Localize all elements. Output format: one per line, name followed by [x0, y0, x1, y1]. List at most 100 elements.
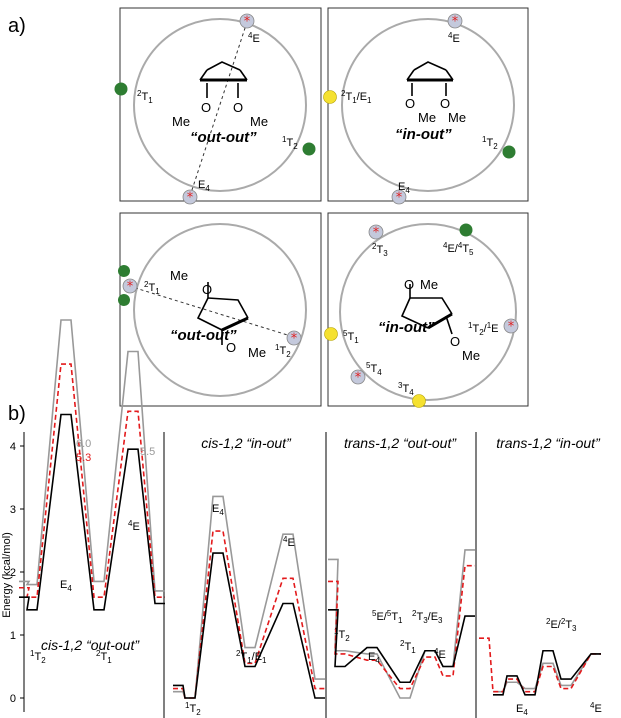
series-line-gray [173, 495, 325, 699]
energy-point-label: 4E [283, 535, 295, 549]
conformation-label: “out-out” [190, 129, 257, 146]
energy-point-label: 2T1​ [400, 639, 416, 655]
yellow-marker-icon [412, 394, 426, 408]
point-label: 1T2​/1E [468, 321, 499, 337]
green-marker-icon [302, 142, 316, 156]
pseudorotation-wheel-2: 4E 2T1​/E1​ 1T2​ E4​ O O Me Me “in-out” [323, 7, 529, 206]
methyl-label: Me [170, 268, 188, 283]
methyl-label: Me [420, 277, 438, 292]
energy-point-label: 2T1​ [96, 649, 112, 665]
methyl-label: Me [250, 114, 268, 129]
energy-point-label: 4E [128, 519, 140, 533]
panel-title: cis-1,2 “in-out” [201, 435, 292, 451]
methyl-label: Me [248, 345, 266, 360]
energy-point-label: E4​ [516, 703, 528, 717]
y-tick-label: 1 [10, 630, 16, 642]
star-marker-icon [182, 189, 198, 206]
star-marker-icon [503, 318, 519, 335]
cyclopentane-structure [400, 284, 453, 335]
oxygen-label: O [201, 100, 211, 115]
energy-annotation: 5.3 [76, 452, 91, 464]
energy-point-label: 2T3​/E3​ [412, 609, 443, 625]
energy-annotation: 6.0 [76, 438, 91, 450]
y-tick-label: 0 [10, 693, 16, 705]
panel-title: trans-1,2 “in-out” [496, 435, 601, 451]
series-line-black [328, 609, 475, 684]
yellow-marker-icon [324, 327, 338, 341]
energy-point-label: E4​ [368, 651, 380, 665]
energy-point-label: 1T2​ [334, 627, 350, 643]
energy-chart: 0 1 2 3 4 Energy (kcal/mol) cis-1,2 “out-out” 1… [1, 319, 602, 718]
point-label: 4E [248, 31, 260, 45]
oxygen-label: O [202, 282, 212, 297]
series-line-black [173, 552, 325, 699]
oxygen-label: O [440, 96, 450, 111]
cyclopentane-structure [199, 61, 248, 98]
energy-annotation: 5.5 [140, 446, 155, 458]
series-line-gray [493, 653, 601, 693]
series-line-red [328, 564, 475, 690]
green-marker-icon [459, 223, 473, 237]
green-marker-icon [118, 265, 130, 277]
oxygen-label: O [233, 100, 243, 115]
oxygen-label: O [226, 340, 236, 355]
part-a-label: a) [8, 15, 26, 37]
energy-point-label: 5E/5T1​ [372, 609, 403, 625]
point-label: 4E/4T5​ [443, 241, 474, 257]
conformation-label: “in-out” [378, 319, 435, 336]
cyclopentane-structure [406, 61, 454, 96]
oxygen-label: O [450, 334, 460, 349]
energy-point-label: 1T2​ [185, 701, 201, 717]
star-marker-icon [447, 13, 463, 30]
series-line-black [493, 649, 601, 696]
point-label: E4​ [198, 179, 210, 193]
series-line-red [173, 530, 325, 699]
series-line-black [19, 413, 165, 611]
point-label: E4​ [398, 181, 410, 195]
yellow-marker-icon [323, 90, 337, 104]
pseudorotation-wheel-1: 4E 2T1​ 1T2​ E4​ O O Me Me “out-out” [114, 7, 322, 206]
green-marker-icon [502, 145, 516, 159]
energy-point-label: 2E/2T3​ [546, 617, 577, 633]
point-label: 2T3​ [372, 242, 388, 258]
methyl-label: Me [418, 110, 436, 125]
point-label: 3T4​ [398, 381, 414, 397]
series-line-red [479, 637, 601, 693]
point-label: 4E [448, 31, 460, 45]
green-marker-icon [118, 294, 130, 306]
point-label: 1T2​ [482, 135, 498, 151]
series-line-gray [19, 319, 165, 592]
oxygen-label: O [405, 96, 415, 111]
pseudorotation-wheel-3: 2T1​ 1T2​ Me O O Me “out-out” [118, 212, 322, 407]
star-marker-icon [350, 369, 366, 386]
conformation-label: “in-out” [395, 126, 452, 143]
point-label: 1T2​ [282, 135, 298, 151]
y-tick-label: 2 [10, 567, 16, 579]
green-marker-icon [114, 82, 128, 96]
cyclopentane-structure [196, 282, 249, 345]
point-label: 5T1​ [343, 329, 359, 345]
methyl-label: Me [462, 348, 480, 363]
star-marker-icon [239, 13, 255, 30]
conformation-label: “out-out” [170, 327, 237, 344]
energy-point-label: E4​ [212, 503, 224, 517]
energy-point-label: 4E [590, 701, 602, 715]
y-axis-label: Energy (kcal/mol) [1, 532, 13, 618]
series-line-red [19, 363, 165, 598]
point-label: 2T1​ [144, 280, 160, 296]
point-label: 5T4​ [366, 361, 382, 377]
panel-title: trans-1,2 “out-out” [344, 435, 457, 451]
pseudorotation-wheel-4: 2T3​ 4E/4T5​ 5T1​ 1T2​/1E 5T4​ 3T4​ O Me… [324, 212, 529, 408]
methyl-label: Me [448, 110, 466, 125]
methyl-label: Me [172, 114, 190, 129]
energy-point-label: E4​ [60, 579, 72, 593]
point-label: 1T2​ [275, 343, 291, 359]
y-tick-label: 3 [10, 504, 16, 516]
oxygen-label: O [404, 277, 414, 292]
point-label: 2T1​/E1​ [341, 89, 372, 105]
energy-point-label: 2T1​/E1​ [236, 649, 267, 665]
y-tick-label: 4 [10, 441, 16, 453]
point-label: 2T1​ [137, 89, 153, 105]
panel-title: cis-1,2 “out-out” [41, 637, 140, 653]
